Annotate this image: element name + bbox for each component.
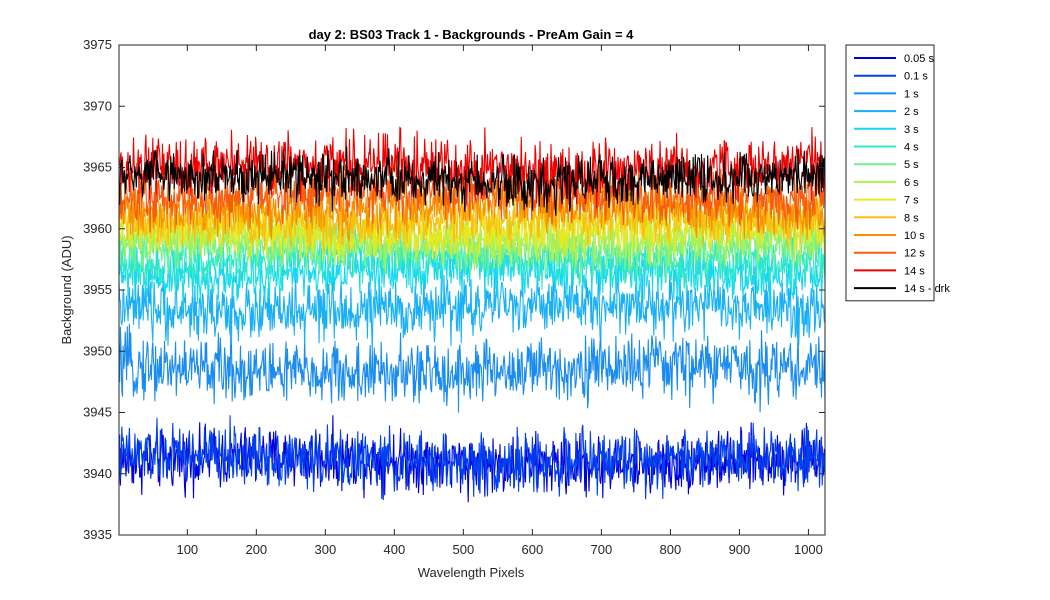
y-tick-label: 3975: [83, 37, 112, 52]
legend-label-1: 0.1 s: [904, 71, 928, 83]
legend-label-3: 2 s: [904, 106, 919, 118]
series-layer: [118, 126, 826, 503]
legend-label-12: 14 s: [904, 265, 925, 277]
legend-label-9: 8 s: [904, 212, 919, 224]
series-line-9: [118, 181, 826, 255]
y-tick-label: 3955: [83, 282, 112, 297]
legend-label-13: 14 s - drk: [904, 283, 950, 295]
x-tick-label: 800: [660, 542, 682, 557]
legend-label-10: 10 s: [904, 230, 925, 242]
y-axis-label: Background (ADU): [59, 235, 74, 344]
legend-label-5: 4 s: [904, 142, 919, 154]
x-tick-label: 100: [176, 542, 198, 557]
x-tick-label: 300: [314, 542, 336, 557]
x-tick-label: 600: [522, 542, 544, 557]
legend-label-6: 5 s: [904, 159, 919, 171]
legend: 0.05 s 0.1 s 1 s 2 s 3 s 4 s 5 s 6 s 7 s 8 s 10 s 1…: [845, 44, 950, 302]
axes-layer: 100 200 300 400 500 600 700 800 900 1000 3935 3940 3…: [83, 37, 826, 557]
series-line-2: [118, 323, 826, 413]
x-tick-label: 500: [453, 542, 475, 557]
x-tick-label: 200: [245, 542, 267, 557]
chart-title: day 2: BS03 Track 1 - Backgrounds - PreA…: [309, 27, 635, 42]
legend-label-8: 7 s: [904, 195, 919, 207]
series-line-8: [118, 193, 826, 265]
y-tick-label: 3945: [83, 405, 112, 420]
series-line-13: [118, 146, 826, 216]
series-line-5: [118, 223, 826, 294]
y-tick-label: 3970: [83, 98, 112, 113]
series-line-1: [118, 415, 826, 501]
legend-label-7: 6 s: [904, 177, 919, 189]
series-line-11: [118, 157, 826, 233]
legend-label-2: 1 s: [904, 88, 919, 100]
legend-label-11: 12 s: [904, 248, 925, 260]
y-tick-label: 3960: [83, 221, 112, 236]
x-tick-label: 700: [591, 542, 613, 557]
legend-label-0: 0.05 s: [904, 53, 934, 65]
x-tick-label: 900: [729, 542, 751, 557]
y-tick-label: 3935: [83, 527, 112, 542]
y-tick-label: 3965: [83, 160, 112, 175]
legend-label-4: 3 s: [904, 124, 919, 136]
x-axis-label: Wavelength Pixels: [418, 565, 525, 580]
y-tick-label: 3950: [83, 343, 112, 358]
y-tick-label: 3940: [83, 466, 112, 481]
x-tick-label: 1000: [794, 542, 823, 557]
series-line-3: [118, 267, 826, 352]
legend-box: [845, 44, 935, 302]
x-tick-label: 400: [384, 542, 406, 557]
